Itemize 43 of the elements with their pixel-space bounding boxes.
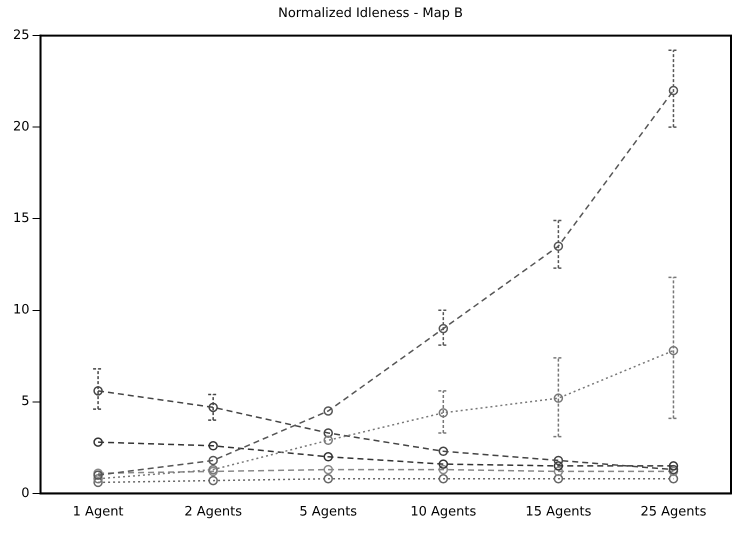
x-tick-label: 15 Agents xyxy=(525,504,592,520)
point xyxy=(554,466,564,476)
point xyxy=(323,436,333,446)
point xyxy=(323,428,333,438)
point xyxy=(668,461,678,471)
x-tick-label: 1 Agent xyxy=(72,504,124,520)
point xyxy=(208,476,218,486)
point xyxy=(438,459,448,469)
point xyxy=(208,456,218,466)
point xyxy=(554,456,564,466)
x-tick-label: 10 Agents xyxy=(410,504,476,520)
point xyxy=(668,86,678,96)
point xyxy=(208,402,218,412)
point xyxy=(554,461,564,471)
point xyxy=(438,446,448,456)
point xyxy=(93,474,103,484)
point xyxy=(554,393,564,403)
chart-title: Normalized Idleness - Map B xyxy=(278,6,463,22)
point xyxy=(93,478,103,488)
point xyxy=(438,464,448,474)
point xyxy=(93,386,103,396)
point xyxy=(323,474,333,484)
point xyxy=(554,474,564,484)
point xyxy=(438,324,448,334)
point xyxy=(438,474,448,484)
y-tick-label: 10 xyxy=(12,302,30,318)
y-tick-label: 5 xyxy=(21,394,30,410)
point xyxy=(323,406,333,416)
y-tick-label: 0 xyxy=(21,486,30,501)
point xyxy=(554,241,564,251)
point xyxy=(93,437,103,447)
x-tick-label: 25 Agents xyxy=(640,504,707,520)
x-tick-label: 5 Agents xyxy=(299,504,358,520)
y-tick-label: 25 xyxy=(12,28,30,43)
point xyxy=(208,441,218,451)
point xyxy=(668,346,678,356)
x-tick-label: 2 Agents xyxy=(184,504,242,520)
y-tick-label: 15 xyxy=(12,211,30,226)
point xyxy=(438,408,448,418)
y-tick-label: 20 xyxy=(12,120,30,135)
point xyxy=(323,464,333,474)
point xyxy=(323,452,333,462)
point xyxy=(668,474,678,484)
